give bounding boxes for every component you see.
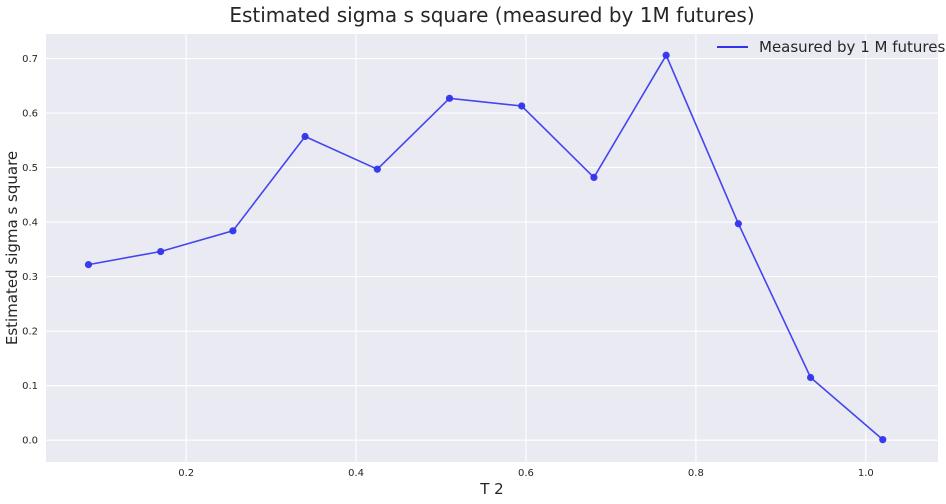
x-tick-label: 0.8	[688, 468, 704, 479]
data-point	[590, 173, 598, 181]
data-point	[734, 220, 742, 228]
x-axis-label: T 2	[479, 480, 503, 498]
y-tick-labels: 0.0 0.1 0.2 0.3 0.4 0.5 0.6 0.7	[22, 54, 38, 447]
data-point	[662, 51, 670, 59]
data-point	[373, 165, 381, 173]
data-point	[445, 94, 454, 102]
legend-entry-label: Measured by 1 M futures	[759, 38, 945, 56]
data-point	[229, 227, 237, 235]
y-tick-label: 0.1	[22, 381, 38, 392]
y-tick-label: 0.3	[22, 272, 38, 283]
x-tick-label: 0.2	[178, 468, 194, 479]
legend: Measured by 1 M futures	[717, 38, 945, 56]
plot-area	[46, 34, 938, 462]
data-point	[157, 247, 165, 256]
y-tick-label: 0.7	[22, 54, 38, 65]
x-tick-label: 0.6	[518, 468, 534, 479]
y-tick-label: 0.4	[22, 218, 38, 229]
series-layer	[84, 51, 887, 444]
y-tick-label: 0.2	[22, 327, 38, 338]
data-point	[301, 132, 309, 141]
y-tick-label: 0.5	[22, 163, 38, 174]
chart-title: Estimated sigma s square (measured by 1M…	[229, 3, 754, 27]
data-point	[806, 373, 815, 382]
y-tick-label: 0.0	[22, 436, 38, 447]
y-axis-label: Estimated sigma s square	[3, 151, 21, 345]
data-point	[84, 261, 93, 269]
x-tick-labels: 0.2 0.4 0.6 0.8 1.0	[178, 468, 874, 479]
x-tick-label: 1.0	[858, 468, 874, 479]
y-tick-label: 0.6	[22, 109, 38, 120]
x-tick-label: 0.4	[348, 468, 364, 479]
series-line	[88, 53, 884, 441]
data-point	[518, 102, 526, 110]
grid-lines	[46, 34, 938, 462]
data-point	[879, 436, 887, 444]
